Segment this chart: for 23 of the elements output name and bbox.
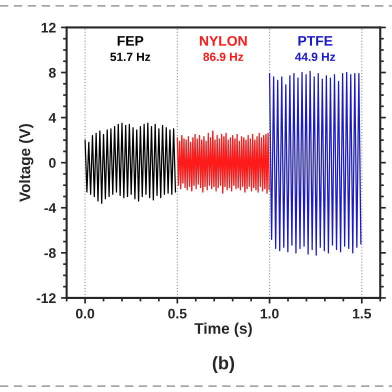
annotation: 51.7 Hz [110,52,150,62]
x-tick-label: 0.5 [168,308,187,319]
series-label: PTFE [298,36,332,46]
x-tick-label: 0.0 [76,308,94,319]
y-axis-title: Voltage (V) [19,124,34,202]
y-tick-label: 0 [49,158,56,168]
y-tick-label: 4 [48,113,56,123]
y-tick-label: 12 [42,22,56,32]
line-series [84,122,176,204]
text: FEP [118,36,144,46]
annotation: 44.9 Hz [295,52,336,62]
text: NYLON [200,36,247,46]
line-series [176,130,270,194]
text: (b) [212,356,234,373]
line-series [268,70,362,256]
annotation: 86.9 Hz [203,52,244,62]
y-tick-label: 8 [48,68,56,78]
x-axis-title: Time (s) [194,322,252,337]
y-tick-label: -12 [36,293,56,303]
x-tick-label: 1.0 [260,308,279,319]
y-tick-label: -4 [44,203,56,213]
y-tick-label: -8 [44,248,56,258]
x-tick-label: 1.5 [353,308,372,319]
